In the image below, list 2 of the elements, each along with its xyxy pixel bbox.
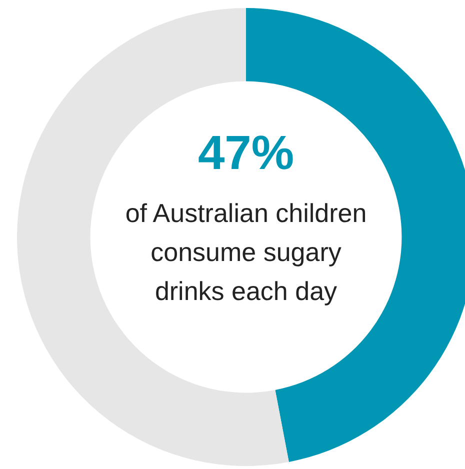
text: 47% xyxy=(196,126,296,182)
text: of Australian children consume sugary drinks each day xyxy=(124,197,368,308)
